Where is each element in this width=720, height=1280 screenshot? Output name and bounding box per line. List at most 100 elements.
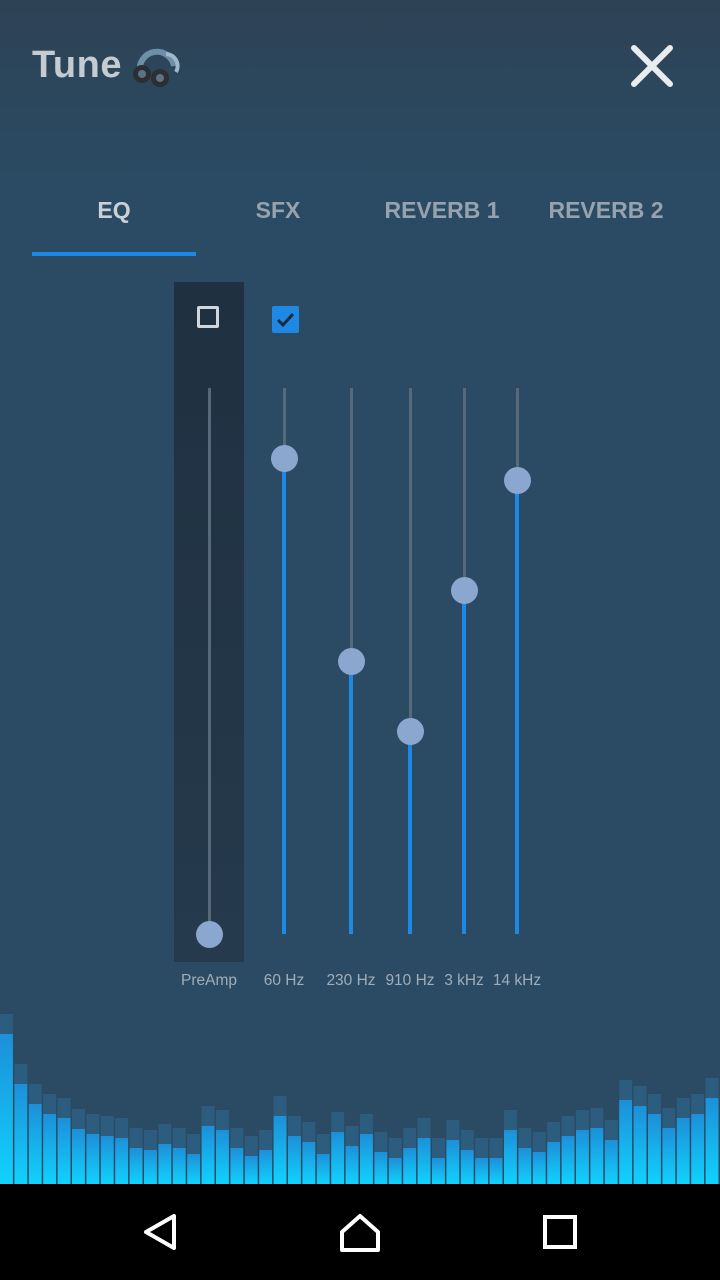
slider-fill-910hz bbox=[408, 731, 412, 934]
spectrum-bar bbox=[316, 1154, 330, 1184]
slider-track-910hz[interactable] bbox=[408, 388, 412, 934]
spectrum-bar bbox=[302, 1142, 316, 1184]
spectrum-bar bbox=[72, 1129, 85, 1184]
spectrum-peak bbox=[633, 1086, 647, 1106]
spectrum-peak bbox=[446, 1120, 460, 1140]
spectrum-peak bbox=[547, 1122, 561, 1142]
spectrum-bar bbox=[374, 1152, 388, 1184]
spectrum-peak bbox=[432, 1138, 445, 1158]
spectrum-bar bbox=[417, 1138, 431, 1184]
spectrum-peak bbox=[504, 1110, 517, 1130]
spectrum-bar bbox=[648, 1114, 661, 1184]
spectrum-peak bbox=[86, 1114, 100, 1134]
spectrum-peak bbox=[43, 1094, 57, 1114]
tab-bar: EQ SFX REVERB 1 REVERB 2 bbox=[32, 180, 688, 260]
active-tab-indicator bbox=[32, 252, 196, 256]
spectrum-peak bbox=[187, 1134, 201, 1154]
spectrum-peak bbox=[360, 1114, 373, 1134]
spectrum-peak bbox=[475, 1138, 489, 1158]
band-label-3khz: 3 kHz bbox=[444, 972, 484, 989]
navigation-bar bbox=[0, 1184, 720, 1280]
recents-square-icon[interactable] bbox=[532, 1204, 588, 1260]
spectrum-bar bbox=[532, 1152, 546, 1184]
tab-sfx[interactable]: SFX bbox=[255, 197, 301, 223]
spectrum-peak bbox=[244, 1136, 258, 1156]
spectrum-bar bbox=[576, 1130, 589, 1184]
spectrum-peak bbox=[576, 1110, 589, 1130]
slider-thumb-3khz[interactable] bbox=[450, 576, 478, 604]
spectrum-bar bbox=[388, 1158, 402, 1184]
headphones-icon bbox=[133, 48, 180, 87]
spectrum-bar bbox=[446, 1140, 460, 1184]
slider-thumb-14khz[interactable] bbox=[503, 467, 531, 495]
tab-reverb-1[interactable]: REVERB 1 bbox=[384, 197, 500, 223]
preamp-enable-checkbox[interactable] bbox=[197, 306, 219, 328]
spectrum-peak bbox=[561, 1116, 575, 1136]
spectrum-peak bbox=[532, 1132, 546, 1152]
spectrum-bar bbox=[288, 1136, 301, 1184]
spectrum-bar bbox=[86, 1134, 100, 1184]
spectrum-peak bbox=[57, 1098, 71, 1118]
spectrum-bar bbox=[100, 1136, 114, 1184]
spectrum-peak bbox=[331, 1112, 345, 1132]
spectrum-bar bbox=[345, 1146, 359, 1184]
spectrum-peak bbox=[417, 1118, 431, 1138]
app-title: Tune bbox=[32, 44, 122, 86]
spectrum-peak bbox=[14, 1064, 28, 1084]
spectrum-bar bbox=[216, 1130, 229, 1184]
spectrum-peak bbox=[144, 1130, 157, 1150]
spectrum-peak bbox=[403, 1128, 417, 1148]
spectrum-bar bbox=[518, 1148, 532, 1184]
slider-fill-60hz bbox=[282, 458, 286, 934]
band-label-14khz: 14 kHz bbox=[492, 972, 542, 989]
spectrum-peak bbox=[216, 1110, 229, 1130]
spectrum-bar bbox=[172, 1148, 186, 1184]
spectrum-bar bbox=[57, 1118, 71, 1184]
band-label-230hz: 230 Hz bbox=[326, 972, 376, 989]
spectrum-peak bbox=[489, 1138, 503, 1158]
back-triangle-icon[interactable] bbox=[132, 1204, 188, 1260]
band-label-preamp: PreAmp bbox=[181, 972, 237, 989]
spectrum-peak bbox=[691, 1094, 705, 1114]
app-header: Tune bbox=[0, 0, 720, 130]
spectrum-peak bbox=[115, 1118, 129, 1138]
spectrum-peak bbox=[230, 1128, 244, 1148]
band-label-910hz: 910 Hz bbox=[385, 972, 435, 989]
spectrum-peak bbox=[302, 1122, 316, 1142]
spectrum-bar bbox=[604, 1140, 618, 1184]
spectrum-bar bbox=[460, 1150, 474, 1184]
tab-reverb-2[interactable]: REVERB 2 bbox=[548, 197, 664, 223]
spectrum-peak bbox=[129, 1128, 143, 1148]
spectrum-bar bbox=[590, 1128, 604, 1184]
slider-thumb-230hz[interactable] bbox=[337, 647, 365, 675]
spectrum-bar bbox=[504, 1130, 517, 1184]
spectrum-bar bbox=[432, 1158, 445, 1184]
spectrum-peak bbox=[662, 1108, 676, 1128]
spectrum-bar bbox=[244, 1156, 258, 1184]
spectrum-bar bbox=[115, 1138, 129, 1184]
slider-track-preamp[interactable] bbox=[207, 388, 211, 934]
spectrum-bar bbox=[619, 1100, 633, 1184]
spectrum-bar bbox=[43, 1114, 57, 1184]
slider-thumb-910hz[interactable] bbox=[396, 718, 424, 746]
slider-thumb-60hz[interactable] bbox=[270, 445, 298, 473]
spectrum-bar bbox=[331, 1132, 345, 1184]
spectrum-peak bbox=[648, 1094, 661, 1114]
spectrum-peak bbox=[460, 1130, 474, 1150]
close-icon[interactable] bbox=[624, 38, 680, 94]
slider-thumb-preamp[interactable] bbox=[195, 920, 223, 948]
spectrum-peak bbox=[28, 1084, 42, 1104]
spectrum-peak bbox=[345, 1126, 359, 1146]
eq-enable-checkbox[interactable] bbox=[272, 306, 299, 333]
spectrum-bar bbox=[475, 1158, 489, 1184]
home-icon[interactable] bbox=[332, 1204, 388, 1260]
spectrum-bar bbox=[662, 1128, 676, 1184]
spectrum-bar bbox=[633, 1106, 647, 1184]
slider-fill-3khz bbox=[462, 590, 466, 934]
spectrum-peak bbox=[201, 1106, 215, 1126]
spectrum-peak bbox=[705, 1078, 719, 1098]
spectrum-peak bbox=[273, 1096, 287, 1116]
spectrum-bar bbox=[144, 1150, 157, 1184]
tab-eq[interactable]: EQ bbox=[97, 197, 131, 223]
spectrum-bar bbox=[561, 1136, 575, 1184]
